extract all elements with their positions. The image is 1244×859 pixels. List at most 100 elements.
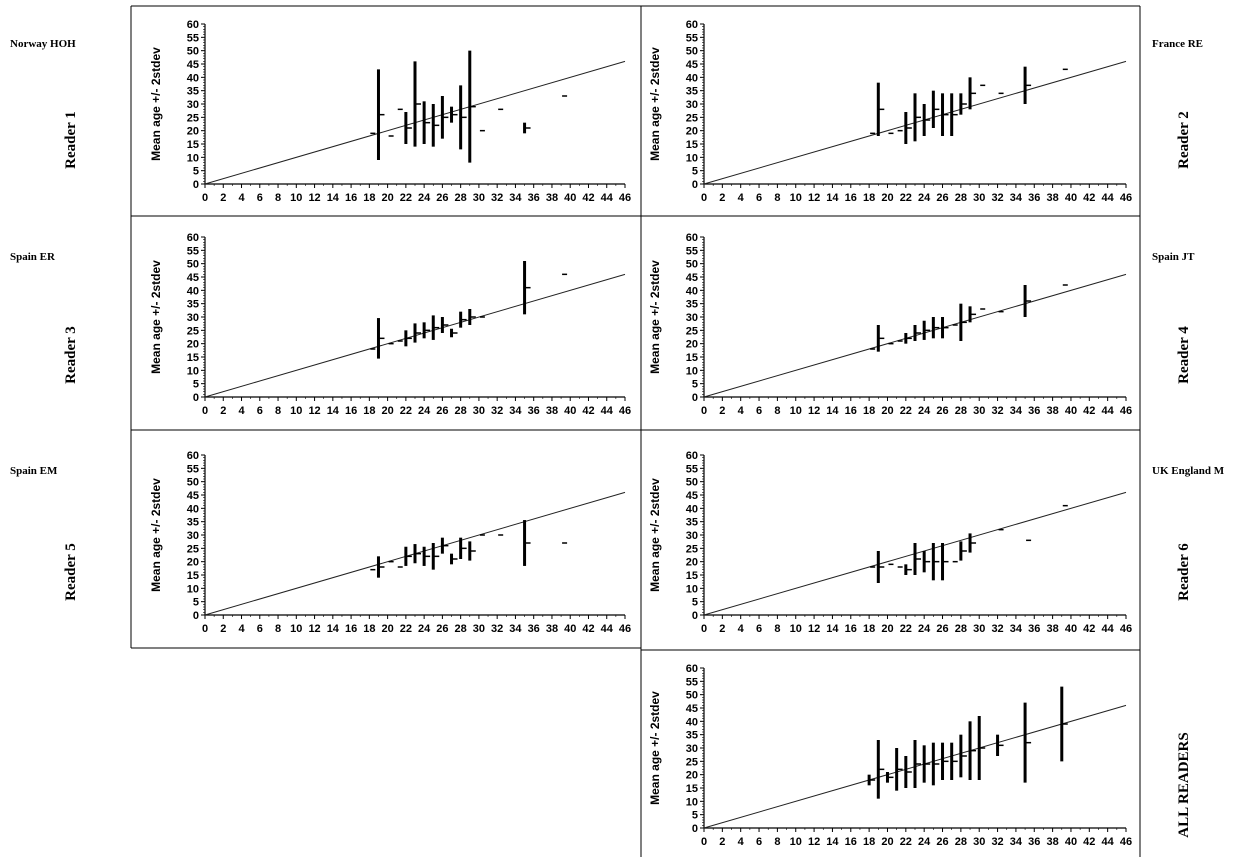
y-tick-label: 25 — [187, 112, 199, 124]
x-tick-label: 10 — [790, 405, 802, 417]
reader-tag: Spain JT — [1152, 251, 1195, 263]
y-tick-label: 0 — [692, 610, 698, 622]
x-tick-label: 26 — [936, 623, 948, 635]
x-tick-label: 34 — [509, 192, 522, 204]
x-tick-label: 46 — [619, 405, 631, 417]
y-tick-label: 15 — [187, 139, 199, 151]
y-tick-label: 0 — [193, 392, 199, 404]
y-tick-label: 15 — [686, 139, 698, 151]
x-tick-label: 40 — [1065, 623, 1077, 635]
x-tick-label: 30 — [473, 192, 485, 204]
x-tick-label: 6 — [257, 405, 263, 417]
x-tick-label: 26 — [936, 836, 948, 848]
x-tick-label: 24 — [418, 623, 431, 635]
y-tick-label: 50 — [686, 690, 698, 702]
y-tick-label: 20 — [187, 126, 199, 138]
reader-tag: Norway HOH — [10, 38, 76, 50]
x-tick-label: 16 — [345, 623, 357, 635]
y-tick-label: 15 — [686, 352, 698, 364]
x-tick-label: 14 — [826, 836, 839, 848]
y-tick-label: 40 — [187, 285, 199, 297]
x-tick-label: 8 — [275, 192, 281, 204]
x-tick-label: 22 — [400, 192, 412, 204]
x-tick-label: 12 — [808, 192, 820, 204]
y-tick-label: 25 — [686, 756, 698, 768]
y-tick-label: 15 — [187, 570, 199, 582]
y-tick-label: 25 — [686, 325, 698, 337]
y-tick-label: 25 — [187, 325, 199, 337]
x-tick-label: 20 — [381, 623, 393, 635]
x-tick-label: 14 — [826, 623, 839, 635]
x-tick-label: 30 — [973, 405, 985, 417]
y-axis-label: Mean age +/- 2stdev — [149, 260, 163, 374]
y-axis-label: Mean age +/- 2stdev — [149, 47, 163, 161]
x-tick-label: 34 — [1010, 405, 1023, 417]
y-tick-label: 5 — [692, 379, 698, 391]
reader-tag: Spain ER — [10, 251, 56, 263]
reader-label: ALL READERS — [1176, 732, 1192, 837]
x-tick-label: 22 — [900, 192, 912, 204]
x-tick-label: 18 — [363, 192, 375, 204]
x-tick-label: 0 — [202, 623, 208, 635]
y-tick-label: 40 — [686, 716, 698, 728]
x-tick-label: 24 — [418, 192, 431, 204]
x-tick-label: 24 — [918, 623, 931, 635]
y-tick-label: 50 — [187, 477, 199, 489]
x-tick-label: 14 — [327, 623, 340, 635]
y-tick-label: 55 — [187, 245, 199, 257]
y-tick-label: 20 — [686, 557, 698, 569]
x-tick-label: 18 — [863, 836, 875, 848]
y-axis-label: Mean age +/- 2stdev — [149, 478, 163, 592]
y-tick-label: 40 — [686, 285, 698, 297]
x-tick-label: 2 — [719, 192, 725, 204]
y-tick-label: 20 — [187, 557, 199, 569]
x-tick-label: 30 — [473, 405, 485, 417]
x-tick-label: 26 — [436, 623, 448, 635]
x-tick-label: 44 — [601, 623, 614, 635]
y-tick-label: 50 — [187, 259, 199, 271]
y-tick-label: 50 — [187, 46, 199, 58]
y-tick-label: 45 — [686, 490, 698, 502]
x-tick-label: 4 — [238, 405, 245, 417]
x-tick-label: 8 — [275, 623, 281, 635]
y-axis-label: Mean age +/- 2stdev — [648, 260, 662, 374]
x-tick-label: 28 — [955, 623, 967, 635]
x-tick-label: 8 — [774, 192, 780, 204]
y-tick-label: 50 — [686, 477, 698, 489]
reader-label: Reader 3 — [63, 326, 79, 384]
x-tick-label: 40 — [564, 405, 576, 417]
x-tick-label: 18 — [363, 623, 375, 635]
x-tick-label: 24 — [918, 836, 931, 848]
y-tick-label: 30 — [686, 312, 698, 324]
x-tick-label: 2 — [719, 836, 725, 848]
x-tick-label: 38 — [1046, 192, 1058, 204]
x-tick-label: 4 — [238, 623, 245, 635]
y-tick-label: 40 — [686, 503, 698, 515]
x-tick-label: 8 — [275, 405, 281, 417]
x-tick-label: 8 — [774, 405, 780, 417]
x-tick-label: 44 — [1102, 192, 1115, 204]
x-tick-label: 16 — [845, 836, 857, 848]
x-tick-label: 36 — [1028, 836, 1040, 848]
y-tick-label: 60 — [187, 232, 199, 244]
x-tick-label: 36 — [528, 192, 540, 204]
x-tick-label: 36 — [1028, 192, 1040, 204]
x-tick-label: 42 — [1083, 405, 1095, 417]
x-tick-label: 4 — [738, 192, 745, 204]
x-tick-label: 26 — [436, 405, 448, 417]
y-tick-label: 35 — [686, 299, 698, 311]
x-tick-label: 14 — [826, 405, 839, 417]
y-tick-label: 10 — [686, 152, 698, 164]
x-tick-label: 2 — [220, 405, 226, 417]
y-tick-label: 10 — [187, 365, 199, 377]
x-tick-label: 10 — [790, 836, 802, 848]
x-tick-label: 40 — [1065, 405, 1077, 417]
x-tick-label: 32 — [991, 623, 1003, 635]
y-tick-label: 5 — [193, 597, 199, 609]
x-tick-label: 26 — [936, 192, 948, 204]
